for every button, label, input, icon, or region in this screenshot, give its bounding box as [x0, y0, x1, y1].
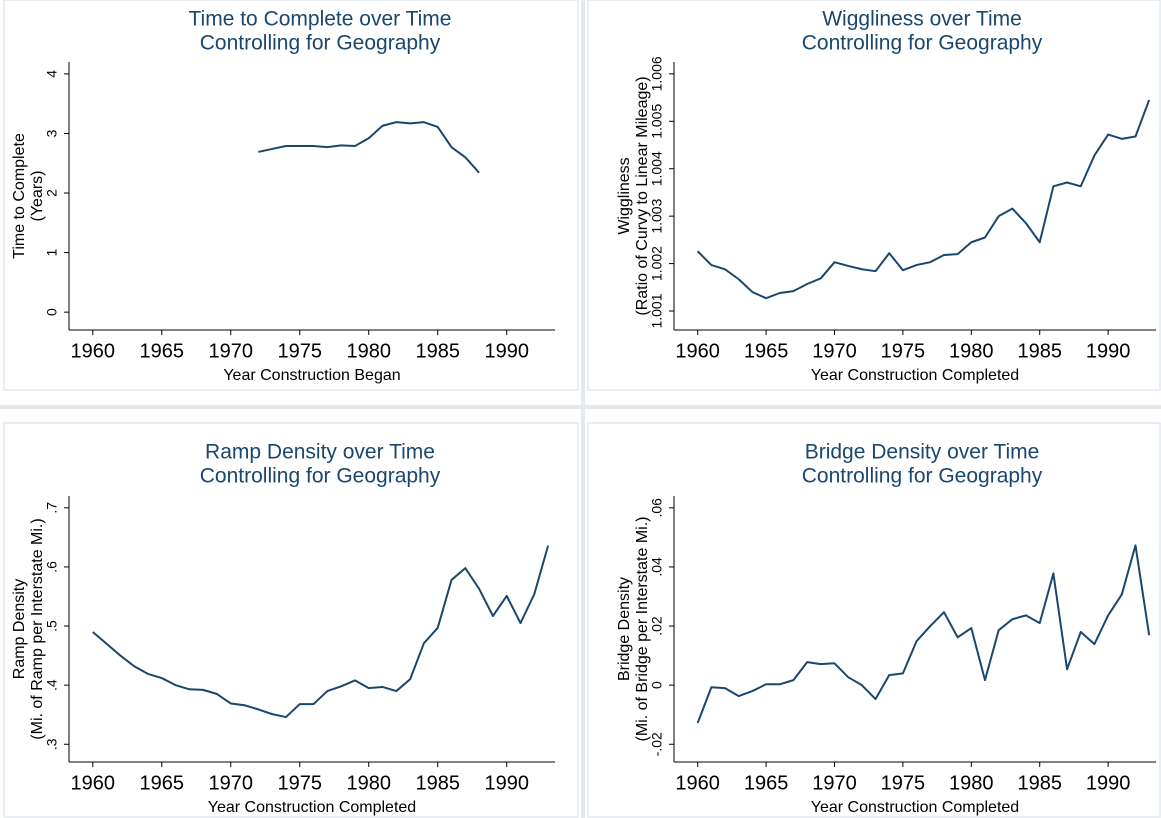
y-axis-label: (Ratio of Curvy to Linear Mileage) [634, 76, 651, 315]
panel-frame [3, 422, 579, 818]
x-tick-label: 1985 [415, 340, 460, 362]
x-tick-label: 1990 [484, 340, 529, 362]
x-axis-label: Year Construction Began [223, 367, 400, 384]
x-tick-label: 1980 [346, 340, 391, 362]
y-tick-label: 2 [44, 189, 60, 197]
data-line [258, 121, 480, 174]
x-tick-label: 1970 [812, 340, 857, 362]
y-tick-label: .02 [649, 616, 665, 636]
x-axis-label: Year Construction Completed [811, 367, 1019, 384]
x-tick-label: 1970 [812, 772, 857, 794]
chart-title: Time to Complete over Time [189, 8, 452, 31]
x-tick-label: 1965 [140, 772, 185, 794]
x-tick-label: 1980 [949, 772, 994, 794]
x-tick-label: 1990 [484, 772, 529, 794]
x-tick-label: 1990 [1086, 340, 1131, 362]
y-tick-label: 1 [44, 248, 60, 256]
y-tick-label: 1.002 [649, 246, 665, 281]
y-tick-label: 1.001 [649, 293, 665, 328]
y-tick-label: 0 [44, 308, 60, 316]
panel-frame [587, 0, 1161, 391]
x-tick-label: 1970 [209, 340, 254, 362]
x-tick-label: 1965 [140, 340, 185, 362]
x-tick-label: 1980 [949, 340, 994, 362]
chart-subtitle: Controlling for Geography [802, 465, 1043, 488]
y-axis-label: Time to Complete [11, 133, 28, 259]
x-tick-label: 1970 [209, 772, 254, 794]
y-tick-label: 0 [649, 681, 665, 689]
y-axis-label: (Mi. of Ramp per Interstate Mi.) [29, 518, 46, 739]
chart-subtitle: Controlling for Geography [200, 32, 441, 55]
x-tick-label: 1985 [1017, 772, 1062, 794]
panel-frame [3, 0, 579, 391]
y-axis-label: Bridge Density [616, 577, 633, 681]
y-tick-label: .04 [649, 557, 665, 577]
chart-title: Ramp Density over Time [205, 441, 435, 464]
x-tick-label: 1990 [1086, 772, 1131, 794]
y-tick-label: .6 [44, 561, 60, 573]
x-tick-label: 1975 [881, 772, 926, 794]
chart-subtitle: Controlling for Geography [802, 32, 1043, 55]
y-tick-label: 3 [44, 129, 60, 137]
y-tick-label: 1.004 [649, 151, 665, 186]
y-axis-label: Wiggliness [616, 157, 633, 234]
y-tick-label: -.02 [649, 732, 665, 756]
x-axis-label: Year Construction Completed [208, 799, 416, 816]
x-axis-label: Year Construction Completed [811, 799, 1019, 816]
chart-title: Bridge Density over Time [805, 441, 1040, 464]
chart-subtitle: Controlling for Geography [200, 465, 441, 488]
x-tick-label: 1965 [744, 340, 789, 362]
y-tick-label: 1.005 [649, 104, 665, 139]
y-axis-label: Ramp Density [11, 579, 28, 679]
data-line [92, 545, 550, 719]
y-tick-label: .3 [44, 738, 60, 750]
x-tick-label: 1975 [278, 772, 323, 794]
x-tick-label: 1980 [346, 772, 391, 794]
x-tick-label: 1960 [71, 340, 116, 362]
data-line [696, 544, 1151, 724]
panel-frame [587, 422, 1161, 818]
y-tick-label: .4 [44, 679, 60, 691]
x-tick-label: 1960 [675, 772, 720, 794]
x-tick-label: 1985 [1017, 340, 1062, 362]
x-tick-label: 1960 [675, 340, 720, 362]
y-tick-label: .5 [44, 620, 60, 632]
x-tick-label: 1975 [881, 340, 926, 362]
x-tick-label: 1965 [744, 772, 789, 794]
y-tick-label: 1.003 [649, 198, 665, 233]
x-tick-label: 1975 [278, 340, 323, 362]
y-tick-label: 1.006 [649, 56, 665, 91]
data-line [696, 99, 1151, 300]
x-tick-label: 1960 [71, 772, 116, 794]
y-tick-label: .06 [649, 498, 665, 518]
chart-title: Wiggliness over Time [822, 8, 1022, 31]
y-tick-label: .7 [44, 502, 60, 514]
x-tick-label: 1985 [415, 772, 460, 794]
y-axis-label: (Years) [29, 171, 46, 222]
y-axis-label: (Mi. of Bridge per Interstate Mi.) [634, 517, 651, 742]
y-tick-label: 4 [44, 70, 60, 78]
